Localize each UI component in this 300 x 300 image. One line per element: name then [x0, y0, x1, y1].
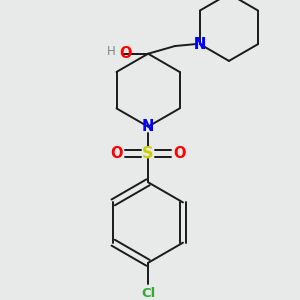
Text: N: N: [194, 37, 206, 52]
Text: O: O: [173, 146, 186, 161]
Text: N: N: [142, 119, 154, 134]
Text: O: O: [110, 146, 123, 161]
Text: Cl: Cl: [141, 287, 155, 300]
Text: N: N: [194, 37, 206, 52]
Text: H: H: [107, 45, 116, 58]
Text: S: S: [142, 146, 154, 161]
Text: O: O: [119, 46, 132, 61]
